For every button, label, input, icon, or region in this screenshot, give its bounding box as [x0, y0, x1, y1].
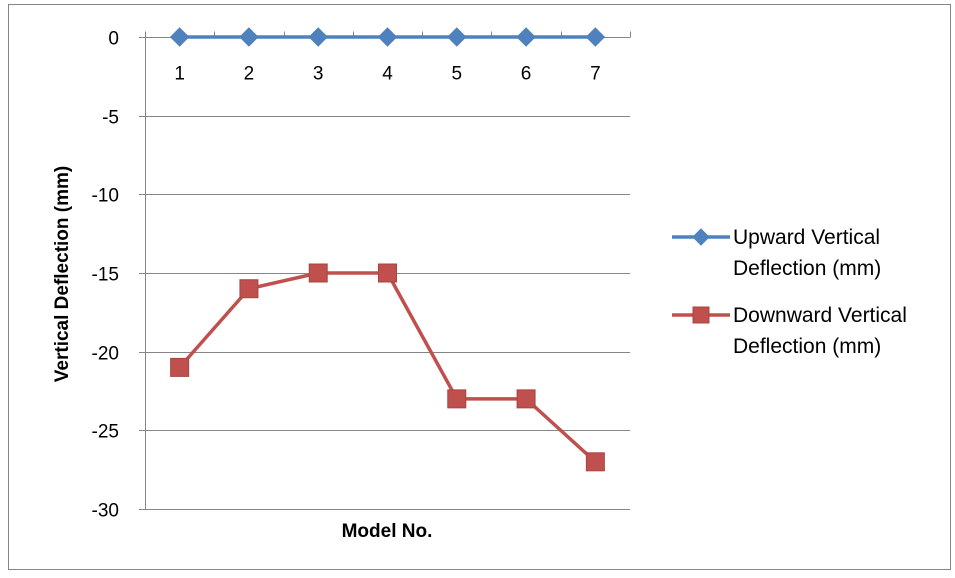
x-tick-label: 3 — [313, 64, 324, 85]
x-tick-label: 6 — [521, 64, 532, 85]
series-2-point — [308, 263, 328, 283]
series-2-point — [447, 389, 467, 409]
legend-swatch-marker — [692, 306, 710, 324]
y-axis-title: Vertical Deflection (mm) — [52, 166, 73, 382]
series-2-point — [378, 263, 397, 283]
y-tick-label: -25 — [92, 422, 119, 443]
y-tick-label: -20 — [92, 344, 119, 365]
series-1-point — [516, 27, 536, 47]
series-1-point — [585, 27, 606, 47]
legend-entry-text: Deflection (mm) — [733, 335, 881, 358]
y-tick-label: -30 — [92, 501, 119, 522]
series-1-point — [377, 27, 398, 47]
y-tick-label: -10 — [92, 186, 119, 207]
x-tick-label: 5 — [451, 64, 462, 85]
x-tick-label: 7 — [590, 64, 601, 85]
legend-entry-text: Deflection (mm) — [733, 257, 881, 280]
series-2-point — [239, 279, 259, 299]
series-1-point — [447, 27, 467, 47]
y-tick-labels: 0 -5 -10 -15 -20 -25 -30 — [92, 29, 119, 522]
x-tick-label: 1 — [174, 64, 185, 85]
series-2-point — [516, 389, 536, 409]
series-1-point — [239, 27, 259, 47]
series-2-point — [170, 357, 190, 377]
y-tick-label: 0 — [108, 29, 119, 50]
legend: Upward Vertical Deflection (mm) Downward V… — [672, 226, 907, 358]
series-1-point — [169, 27, 190, 47]
series-2-point — [585, 452, 605, 472]
x-axis-title: Model No. — [342, 521, 433, 542]
legend-entry-text: Downward Vertical — [733, 304, 907, 327]
x-tick-label: 2 — [244, 64, 255, 85]
chart-border — [8, 4, 951, 570]
series-1-point — [308, 27, 328, 47]
y-tick-label: -15 — [92, 265, 119, 286]
legend-swatch-marker — [692, 228, 710, 246]
series-group — [169, 27, 606, 472]
x-tick-label: 4 — [382, 64, 393, 85]
legend-entry-text: Upward Vertical — [733, 226, 880, 249]
x-tick-labels: 1 2 3 4 5 6 7 — [174, 64, 600, 85]
y-tick-label: -5 — [102, 108, 119, 129]
